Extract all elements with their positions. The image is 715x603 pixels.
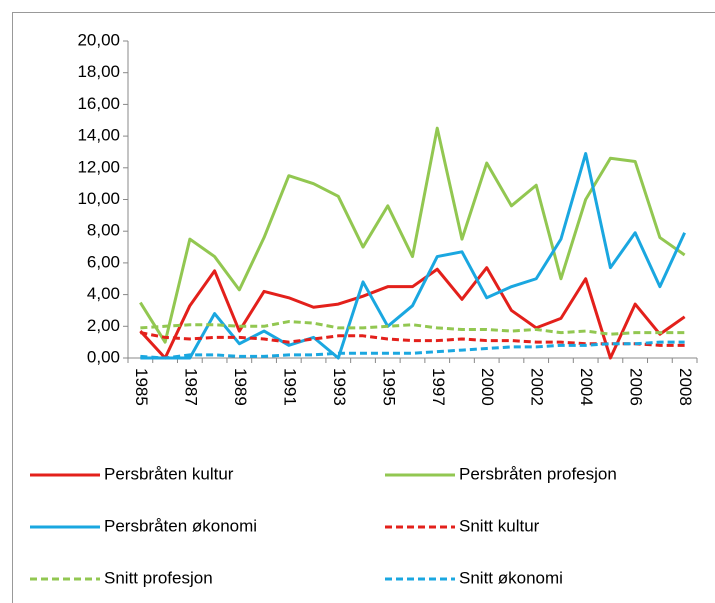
- series-line: [140, 320, 685, 336]
- x-tick-label: 1995: [379, 368, 398, 406]
- x-tick-label: 1991: [280, 368, 299, 406]
- legend-label: Persbråten profesjon: [459, 464, 617, 483]
- x-tick-label: 1985: [132, 368, 151, 406]
- legend-label: Snitt kultur: [459, 516, 540, 535]
- y-tick-label: 20,00: [77, 30, 120, 49]
- x-tick-label: 1989: [231, 368, 250, 406]
- x-tick-label: 2008: [676, 368, 695, 406]
- y-tick-label: 14,00: [77, 126, 120, 145]
- x-tick-label: 2000: [478, 368, 497, 406]
- x-tick-label: 1997: [429, 368, 448, 406]
- y-tick-label: 12,00: [77, 157, 120, 176]
- series-line: [139, 266, 686, 360]
- y-tick-label: 0,00: [87, 347, 120, 366]
- x-tick-label: 1987: [181, 368, 200, 406]
- legend-label: Snitt profesjon: [104, 568, 213, 587]
- y-tick-label: 4,00: [87, 284, 120, 303]
- chart-frame: [12, 12, 715, 603]
- legend-label: Persbråten økonomi: [104, 516, 257, 535]
- x-tick-label: 1993: [330, 368, 349, 406]
- y-tick-label: 16,00: [77, 94, 120, 113]
- x-tick-label: 2002: [528, 368, 547, 406]
- y-tick-label: 2,00: [87, 316, 120, 335]
- legend-label: Persbråten kultur: [104, 464, 234, 483]
- x-tick-label: 2006: [627, 368, 646, 406]
- y-tick-label: 6,00: [87, 252, 120, 271]
- series-line: [140, 340, 685, 360]
- x-tick-label: 2004: [577, 368, 596, 406]
- legend-label: Snitt økonomi: [459, 568, 563, 587]
- y-tick-label: 18,00: [77, 62, 120, 81]
- y-tick-label: 8,00: [87, 221, 120, 240]
- series-line: [140, 152, 686, 360]
- y-tick-label: 10,00: [77, 189, 120, 208]
